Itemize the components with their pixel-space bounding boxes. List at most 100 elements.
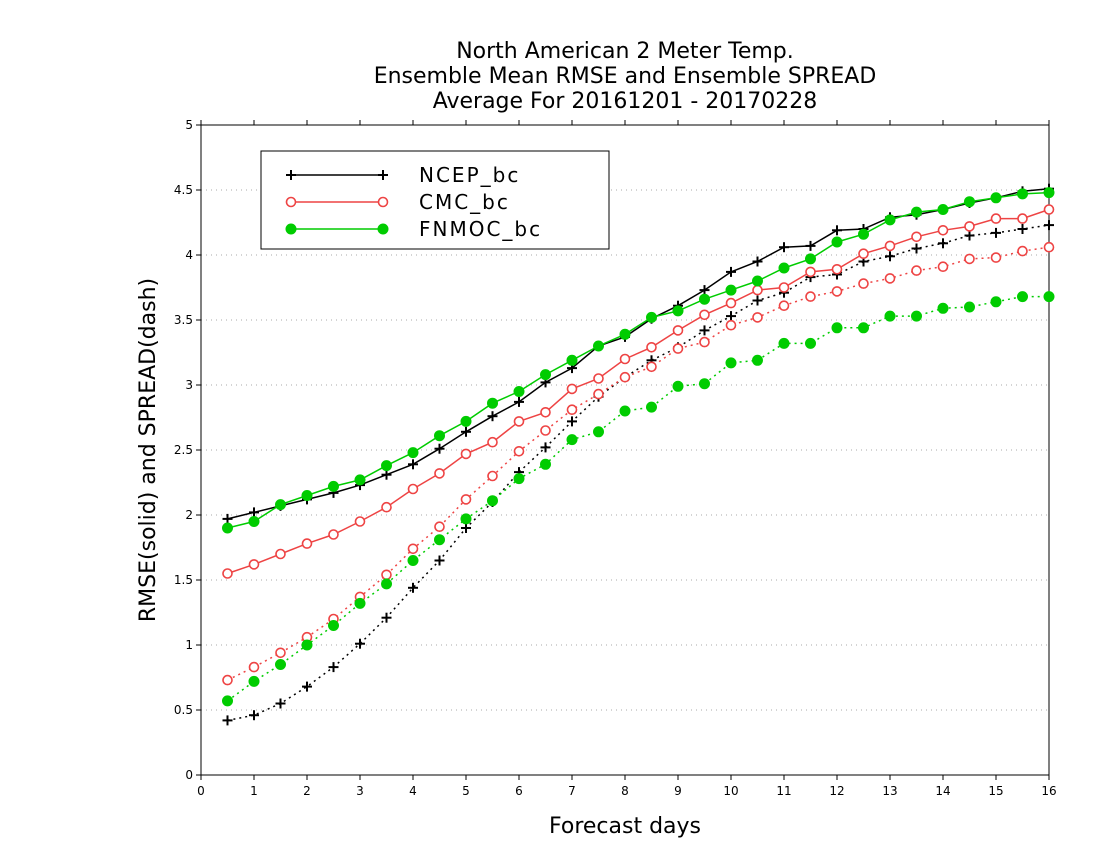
y-tick-label: 4 xyxy=(185,248,193,262)
point-fnmoc-bc-spread xyxy=(831,322,843,334)
point-fnmoc-bc-rmse xyxy=(778,262,790,274)
point-fnmoc-bc-rmse xyxy=(911,206,922,218)
point-ncep-bc-rmse xyxy=(408,459,418,470)
point-cmc-bc-rmse xyxy=(725,297,737,309)
point-fnmoc-bc-rmse xyxy=(487,397,498,409)
point-cmc-bc-rmse xyxy=(354,516,366,527)
point-fnmoc-bc-rmse xyxy=(937,204,949,215)
x-tick-label: 15 xyxy=(988,784,1003,798)
point-fnmoc-bc-rmse xyxy=(964,196,975,208)
point-fnmoc-bc-spread xyxy=(434,534,445,546)
y-tick-label: 3.5 xyxy=(174,313,193,327)
point-cmc-bc-rmse xyxy=(328,529,339,540)
point-ncep-bc-spread xyxy=(567,416,577,427)
point-fnmoc-bc-rmse xyxy=(752,275,763,287)
point-cmc-bc-rmse xyxy=(1043,204,1055,215)
point-ncep-bc-spread xyxy=(408,582,418,593)
legend-marker-cmc-bc xyxy=(285,196,297,208)
x-tick-label: 14 xyxy=(935,784,950,798)
x-tick-label: 2 xyxy=(303,784,311,798)
legend-marker-ncep-bc xyxy=(378,170,388,180)
point-cmc-bc-rmse xyxy=(831,263,843,275)
point-fnmoc-bc-spread xyxy=(699,378,710,390)
y-tick-label: 0.5 xyxy=(174,703,193,717)
point-ncep-bc-spread xyxy=(328,662,339,673)
point-fnmoc-bc-spread xyxy=(911,310,922,322)
point-ncep-bc-spread xyxy=(911,243,922,254)
point-cmc-bc-spread xyxy=(990,252,1002,263)
x-tick-label: 16 xyxy=(1041,784,1056,798)
point-cmc-bc-spread xyxy=(593,388,604,400)
x-tick-label: 8 xyxy=(621,784,629,798)
point-cmc-bc-rmse xyxy=(275,548,286,560)
point-fnmoc-bc-rmse xyxy=(619,328,631,340)
point-cmc-bc-spread xyxy=(513,445,525,457)
point-cmc-bc-rmse xyxy=(1017,213,1028,224)
point-cmc-bc-rmse xyxy=(222,568,233,579)
x-tick-label: 4 xyxy=(409,784,417,798)
point-fnmoc-bc-spread xyxy=(407,555,419,566)
point-cmc-bc-spread xyxy=(699,336,710,348)
point-ncep-bc-spread xyxy=(461,523,471,533)
legend-marker-fnmoc-bc xyxy=(285,223,297,235)
point-cmc-bc-spread xyxy=(434,521,445,533)
point-ncep-bc-rmse xyxy=(752,256,763,267)
point-fnmoc-bc-spread xyxy=(1043,291,1055,303)
point-ncep-bc-spread xyxy=(699,325,710,336)
point-fnmoc-bc-spread xyxy=(990,296,1002,308)
point-fnmoc-bc-spread xyxy=(964,301,975,313)
series-line-cmc-bc-spread xyxy=(227,246,1050,681)
point-fnmoc-bc-rmse xyxy=(884,214,896,226)
series-line-fnmoc-bc-spread xyxy=(227,295,1049,702)
legend-marker-cmc-bc xyxy=(377,196,389,208)
point-fnmoc-bc-rmse xyxy=(593,340,604,352)
point-cmc-bc-spread xyxy=(884,273,896,284)
point-cmc-bc-spread xyxy=(619,371,631,383)
y-tick-label: 2.5 xyxy=(174,443,193,457)
point-fnmoc-bc-rmse xyxy=(672,305,684,317)
point-cmc-bc-rmse xyxy=(646,341,657,353)
x-tick-label: 9 xyxy=(674,784,682,798)
point-fnmoc-bc-rmse xyxy=(434,430,445,442)
point-cmc-bc-spread xyxy=(725,319,737,331)
point-cmc-bc-rmse xyxy=(911,231,922,243)
y-tick-label: 0 xyxy=(185,768,193,782)
x-tick-label: 7 xyxy=(568,784,576,798)
point-ncep-bc-rmse xyxy=(726,266,736,277)
legend: NCEP_bc CMC_bc FNMOC_bc xyxy=(260,150,610,250)
point-fnmoc-bc-spread xyxy=(619,405,631,417)
point-fnmoc-bc-spread xyxy=(937,302,949,314)
point-ncep-bc-rmse xyxy=(832,225,842,236)
x-tick-label: 6 xyxy=(515,784,523,798)
point-cmc-bc-spread xyxy=(964,253,975,265)
point-cmc-bc-spread xyxy=(1043,241,1055,253)
point-cmc-bc-spread xyxy=(566,404,578,416)
point-ncep-bc-rmse xyxy=(514,396,524,407)
point-ncep-bc-spread xyxy=(991,227,1001,238)
point-cmc-bc-rmse xyxy=(699,309,710,321)
point-ncep-bc-spread xyxy=(540,442,551,453)
point-cmc-bc-rmse xyxy=(248,559,260,570)
axis-layer: 00.511.522.533.544.550 1 2 3 4 5 6 7 8 9 10 11 12 13 1… xyxy=(174,118,1057,798)
point-ncep-bc-spread xyxy=(1017,224,1028,234)
point-cmc-bc-rmse xyxy=(593,373,604,384)
point-cmc-bc-spread xyxy=(248,661,260,673)
point-cmc-bc-spread xyxy=(540,425,551,436)
point-fnmoc-bc-spread xyxy=(593,426,604,438)
point-ncep-bc-spread xyxy=(434,555,445,566)
point-fnmoc-bc-spread xyxy=(381,578,392,590)
x-axis-label: Forecast days xyxy=(549,814,701,839)
legend-label-cmc-bc: CMC_bc xyxy=(419,190,510,214)
x-tick-label: 3 xyxy=(356,784,364,798)
point-ncep-bc-spread xyxy=(222,715,233,726)
point-cmc-bc-rmse xyxy=(990,213,1002,224)
grid-layer xyxy=(201,189,1049,711)
point-fnmoc-bc-rmse xyxy=(222,522,233,534)
point-cmc-bc-rmse xyxy=(513,416,525,427)
point-cmc-bc-spread xyxy=(487,470,498,482)
y-tick-label: 3 xyxy=(185,378,193,392)
point-cmc-bc-spread xyxy=(752,312,763,323)
point-cmc-bc-rmse xyxy=(460,448,472,460)
point-fnmoc-bc-rmse xyxy=(540,369,551,381)
point-fnmoc-bc-spread xyxy=(301,639,313,651)
